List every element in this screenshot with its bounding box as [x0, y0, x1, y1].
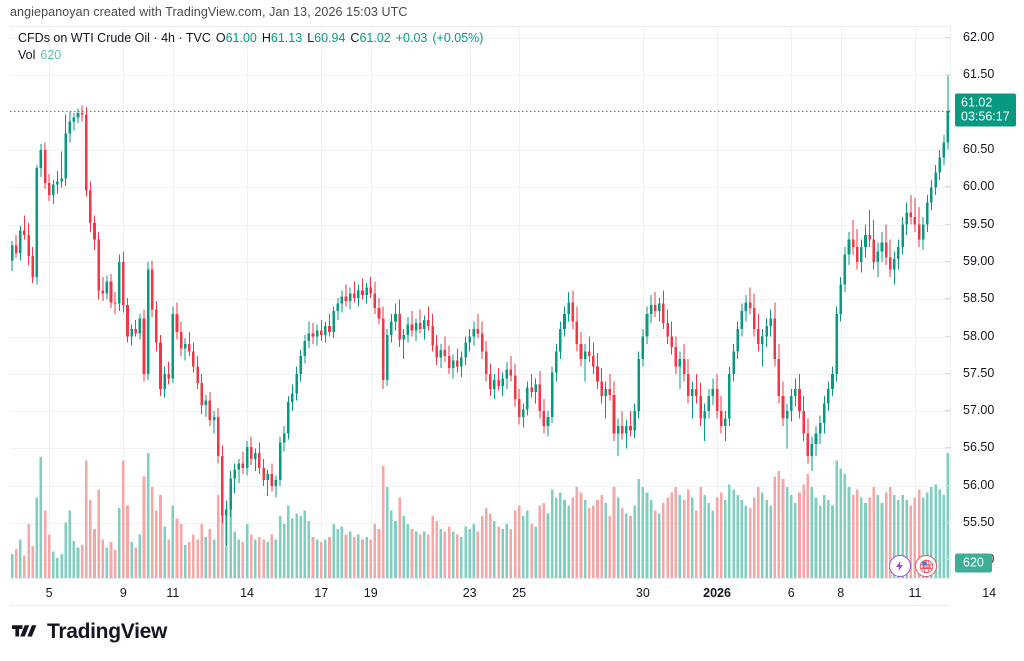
- time-axis-label: 17: [314, 586, 329, 600]
- price-axis[interactable]: 61.02 03:56:17 620 62.00 61.50 60.50 60.00 5…: [945, 26, 1024, 578]
- current-price-value: 61.02: [961, 95, 993, 110]
- price-axis-label: 58.50: [963, 291, 995, 306]
- time-axis-label: 14: [240, 586, 254, 600]
- bar-countdown: 03:56:17: [961, 109, 1010, 124]
- tradingview-logo[interactable]: TradingView: [12, 620, 167, 644]
- price-axis-label: 59.00: [963, 253, 995, 268]
- price-axis-tick: [945, 410, 951, 412]
- price-axis-label: 56.50: [963, 440, 995, 455]
- price-axis-label: 61.50: [963, 67, 995, 82]
- time-axis-label: 11: [166, 586, 180, 600]
- price-axis-tick: [945, 298, 951, 300]
- price-axis-tick: [945, 186, 951, 188]
- price-axis-label: 60.00: [963, 179, 995, 194]
- price-axis-tick: [945, 484, 951, 486]
- time-axis-label: 5: [45, 586, 53, 600]
- chart-frame[interactable]: CFDs on WTI Crude Oil · 4h · TVC O61.00 …: [10, 26, 950, 579]
- us-flag-globe-icon[interactable]: [915, 555, 937, 577]
- time-axis-label: 8: [837, 586, 845, 600]
- price-axis-label: 57.50: [963, 365, 995, 380]
- time-axis-label: 19: [363, 586, 378, 600]
- price-axis-tick: [945, 260, 951, 262]
- price-axis-label: 62.00: [963, 30, 995, 45]
- price-axis-label: 57.00: [963, 403, 995, 418]
- price-axis-tick: [945, 559, 951, 561]
- tradingview-logo-icon: [12, 625, 37, 637]
- price-axis-tick: [945, 335, 951, 337]
- price-axis-tick: [945, 37, 951, 39]
- time-axis-label: 23: [462, 586, 477, 600]
- time-axis-label: 14: [982, 586, 997, 600]
- price-axis-tick: [945, 74, 951, 76]
- price-axis-tick: [945, 223, 951, 225]
- time-axis-label: 30: [635, 586, 650, 600]
- price-axis-tick: [945, 372, 951, 374]
- attribution-text: angiepanoyan created with TradingView.co…: [10, 5, 408, 19]
- tradingview-wordmark: TradingView: [47, 620, 168, 643]
- price-axis-label: 60.50: [963, 142, 995, 157]
- time-axis-label: 2026: [703, 586, 731, 600]
- price-axis-label: 55.50: [963, 515, 995, 530]
- price-axis-label: 56.00: [963, 477, 995, 492]
- current-price-badge[interactable]: 61.02 03:56:17: [955, 93, 1016, 127]
- chart-plot-area[interactable]: [10, 27, 950, 579]
- price-axis-label: 59.50: [963, 216, 995, 231]
- price-axis-tick: [945, 447, 951, 449]
- price-axis-tick: [945, 522, 951, 524]
- price-axis-tick: [945, 149, 951, 151]
- time-axis-label: 9: [119, 586, 127, 600]
- time-axis-label: 25: [512, 586, 527, 600]
- price-axis-label: 58.00: [963, 328, 995, 343]
- volume-badge[interactable]: 620: [955, 553, 992, 573]
- time-axis[interactable]: 5 9 11 14 17 19 23 25 30 2026 6 8 11 14: [10, 578, 996, 606]
- lightning-icon[interactable]: [889, 555, 911, 577]
- time-axis-label: 11: [908, 586, 922, 600]
- time-axis-label: 6: [787, 586, 795, 600]
